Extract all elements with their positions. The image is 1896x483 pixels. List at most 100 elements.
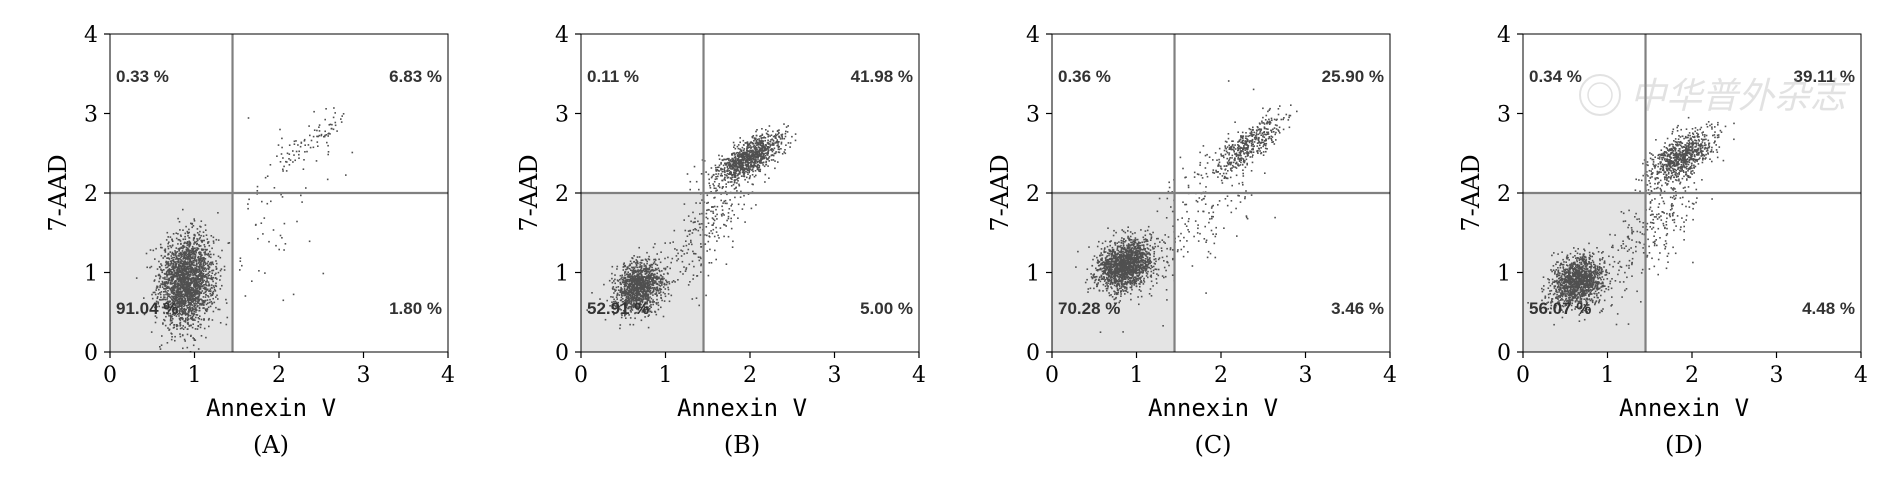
event-dot bbox=[645, 272, 648, 275]
event-dot bbox=[739, 159, 741, 161]
event-dot bbox=[194, 328, 197, 330]
event-dot bbox=[295, 150, 298, 153]
event-dot bbox=[740, 154, 742, 157]
event-dot bbox=[168, 305, 170, 308]
event-dot bbox=[173, 287, 175, 290]
event-dot bbox=[750, 158, 752, 161]
event-dot bbox=[185, 225, 187, 228]
event-dot bbox=[195, 296, 197, 299]
event-dot bbox=[646, 275, 648, 277]
event-dot bbox=[710, 176, 713, 179]
event-dot bbox=[744, 157, 746, 160]
event-dot bbox=[182, 265, 185, 267]
event-dot bbox=[203, 264, 205, 267]
event-dot bbox=[185, 313, 188, 315]
event-dot bbox=[712, 218, 715, 220]
event-dot bbox=[641, 281, 644, 283]
event-dot bbox=[189, 271, 191, 274]
event-dot bbox=[742, 153, 744, 156]
event-dot bbox=[181, 327, 183, 329]
event-dot bbox=[211, 261, 214, 263]
event-dot bbox=[754, 153, 756, 156]
event-dot bbox=[280, 153, 283, 155]
event-dot bbox=[223, 269, 226, 271]
event-dot bbox=[197, 348, 200, 350]
event-dot bbox=[207, 275, 210, 277]
event-dot bbox=[181, 286, 184, 288]
event-dot bbox=[158, 305, 160, 308]
event-dot bbox=[293, 154, 295, 156]
event-dot bbox=[775, 137, 777, 139]
event-dot bbox=[180, 279, 182, 282]
event-dot bbox=[192, 344, 195, 347]
event-dot bbox=[763, 165, 766, 168]
event-dot bbox=[206, 308, 209, 311]
event-dot bbox=[719, 174, 722, 177]
event-dot bbox=[182, 328, 185, 330]
event-dot bbox=[214, 277, 217, 279]
event-dot bbox=[725, 163, 728, 166]
event-dot bbox=[764, 148, 766, 150]
event-dot bbox=[198, 309, 201, 312]
event-dot bbox=[749, 145, 752, 147]
event-dot bbox=[203, 239, 205, 242]
event-dot bbox=[181, 265, 183, 267]
event-dot bbox=[187, 272, 189, 275]
event-dot bbox=[646, 262, 648, 265]
event-dot bbox=[628, 314, 630, 316]
event-dot bbox=[212, 263, 214, 266]
event-dot bbox=[656, 294, 658, 297]
event-dot bbox=[754, 147, 756, 150]
event-dot bbox=[652, 262, 655, 265]
event-dot bbox=[640, 262, 643, 264]
event-dot bbox=[208, 274, 210, 276]
event-dot bbox=[654, 263, 657, 265]
event-dot bbox=[753, 144, 755, 147]
event-dot bbox=[638, 298, 641, 300]
event-dot bbox=[295, 140, 297, 142]
event-dot bbox=[186, 283, 189, 285]
event-dot bbox=[329, 123, 332, 126]
event-dot bbox=[731, 176, 733, 178]
event-dot bbox=[628, 278, 630, 281]
x-tick-label: 2 bbox=[743, 363, 757, 388]
event-dot bbox=[179, 304, 181, 307]
event-dot bbox=[183, 312, 186, 315]
event-dot bbox=[186, 297, 189, 299]
event-dot bbox=[714, 178, 717, 180]
event-dot bbox=[635, 306, 638, 309]
event-dot bbox=[247, 203, 249, 205]
event-dot bbox=[626, 293, 628, 295]
event-dot bbox=[642, 282, 644, 284]
event-dot bbox=[730, 220, 732, 223]
event-dot bbox=[188, 297, 191, 299]
event-dot bbox=[170, 263, 172, 265]
event-dot bbox=[334, 112, 336, 114]
event-dot bbox=[768, 155, 771, 158]
event-dot bbox=[191, 295, 193, 298]
event-dot bbox=[740, 160, 742, 163]
event-dot bbox=[185, 304, 188, 307]
event-dot bbox=[167, 313, 170, 315]
event-dot bbox=[740, 159, 743, 161]
y-tick-label: 1 bbox=[84, 262, 98, 287]
event-dot bbox=[193, 305, 195, 307]
event-dot bbox=[177, 233, 179, 235]
event-dot bbox=[781, 133, 784, 136]
event-dot bbox=[730, 168, 732, 170]
event-dot bbox=[640, 270, 643, 273]
event-dot bbox=[193, 295, 196, 298]
y-tick-label: 0 bbox=[84, 341, 98, 366]
event-dot bbox=[620, 304, 622, 307]
event-dot bbox=[753, 164, 755, 167]
event-dot bbox=[648, 272, 651, 274]
event-dot bbox=[172, 233, 175, 235]
event-dot bbox=[655, 313, 658, 316]
event-dot bbox=[167, 265, 170, 267]
event-dot bbox=[200, 277, 202, 280]
event-dot bbox=[766, 146, 769, 148]
event-dot bbox=[199, 280, 202, 282]
event-dot bbox=[718, 154, 720, 157]
event-dot bbox=[742, 173, 745, 175]
event-dot bbox=[756, 144, 759, 146]
